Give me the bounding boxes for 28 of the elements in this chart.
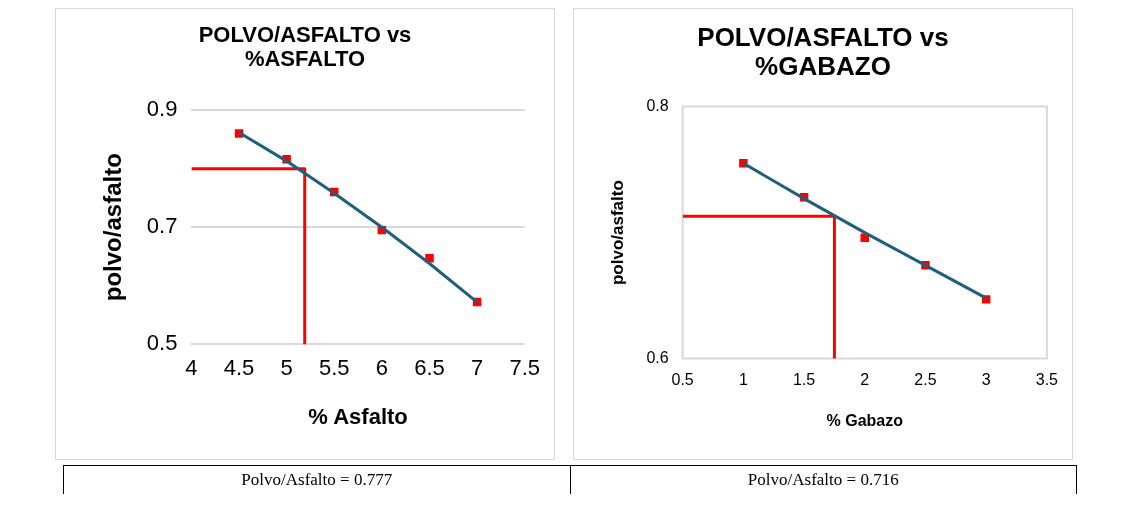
y-axis-title: polvo/asfalto: [99, 153, 127, 302]
y-tick-label: 0.9: [146, 96, 178, 122]
x-tick-label: 0.5: [671, 370, 694, 388]
y-axis-title: polvo/asfalto: [607, 180, 627, 286]
x-axis-title: % Gabazo: [826, 411, 904, 429]
x-tick-label: 5: [280, 355, 293, 381]
x-tick-label: 1.5: [792, 370, 816, 388]
x-tick-label: 3: [981, 370, 991, 388]
chart-title: POLVO/ASFALTO vs %ASFALTO: [197, 22, 413, 74]
x-tick-label: 1: [738, 370, 748, 388]
x-tick-label: 6: [375, 355, 388, 381]
text: Polvo/Asfalto = 0.777: [241, 470, 393, 489]
y-tick-label: 0.6: [646, 349, 669, 367]
y-tick-label: 0.7: [146, 213, 178, 239]
x-tick-label: 2.5: [914, 370, 937, 388]
x-tick-label: 3.5: [1035, 370, 1059, 388]
x-tick-label: 6.5: [414, 355, 445, 381]
x-tick-label: 4.5: [223, 355, 255, 381]
text: Polvo/Asfalto = 0.716: [747, 470, 899, 489]
x-tick-label: 4: [185, 355, 198, 381]
x-tick-label: 7: [470, 355, 484, 381]
x-axis-title: % Asfalto: [308, 403, 408, 429]
x-tick-label: 2: [860, 370, 870, 388]
x-tick-label: 7.5: [509, 355, 541, 381]
y-tick-label: 0.8: [646, 97, 669, 115]
x-tick-label: 5.5: [318, 355, 350, 381]
chart-title: POLVO/ASFALTO vs %GABAZO: [696, 22, 950, 83]
y-tick-label: 0.5: [146, 330, 178, 356]
